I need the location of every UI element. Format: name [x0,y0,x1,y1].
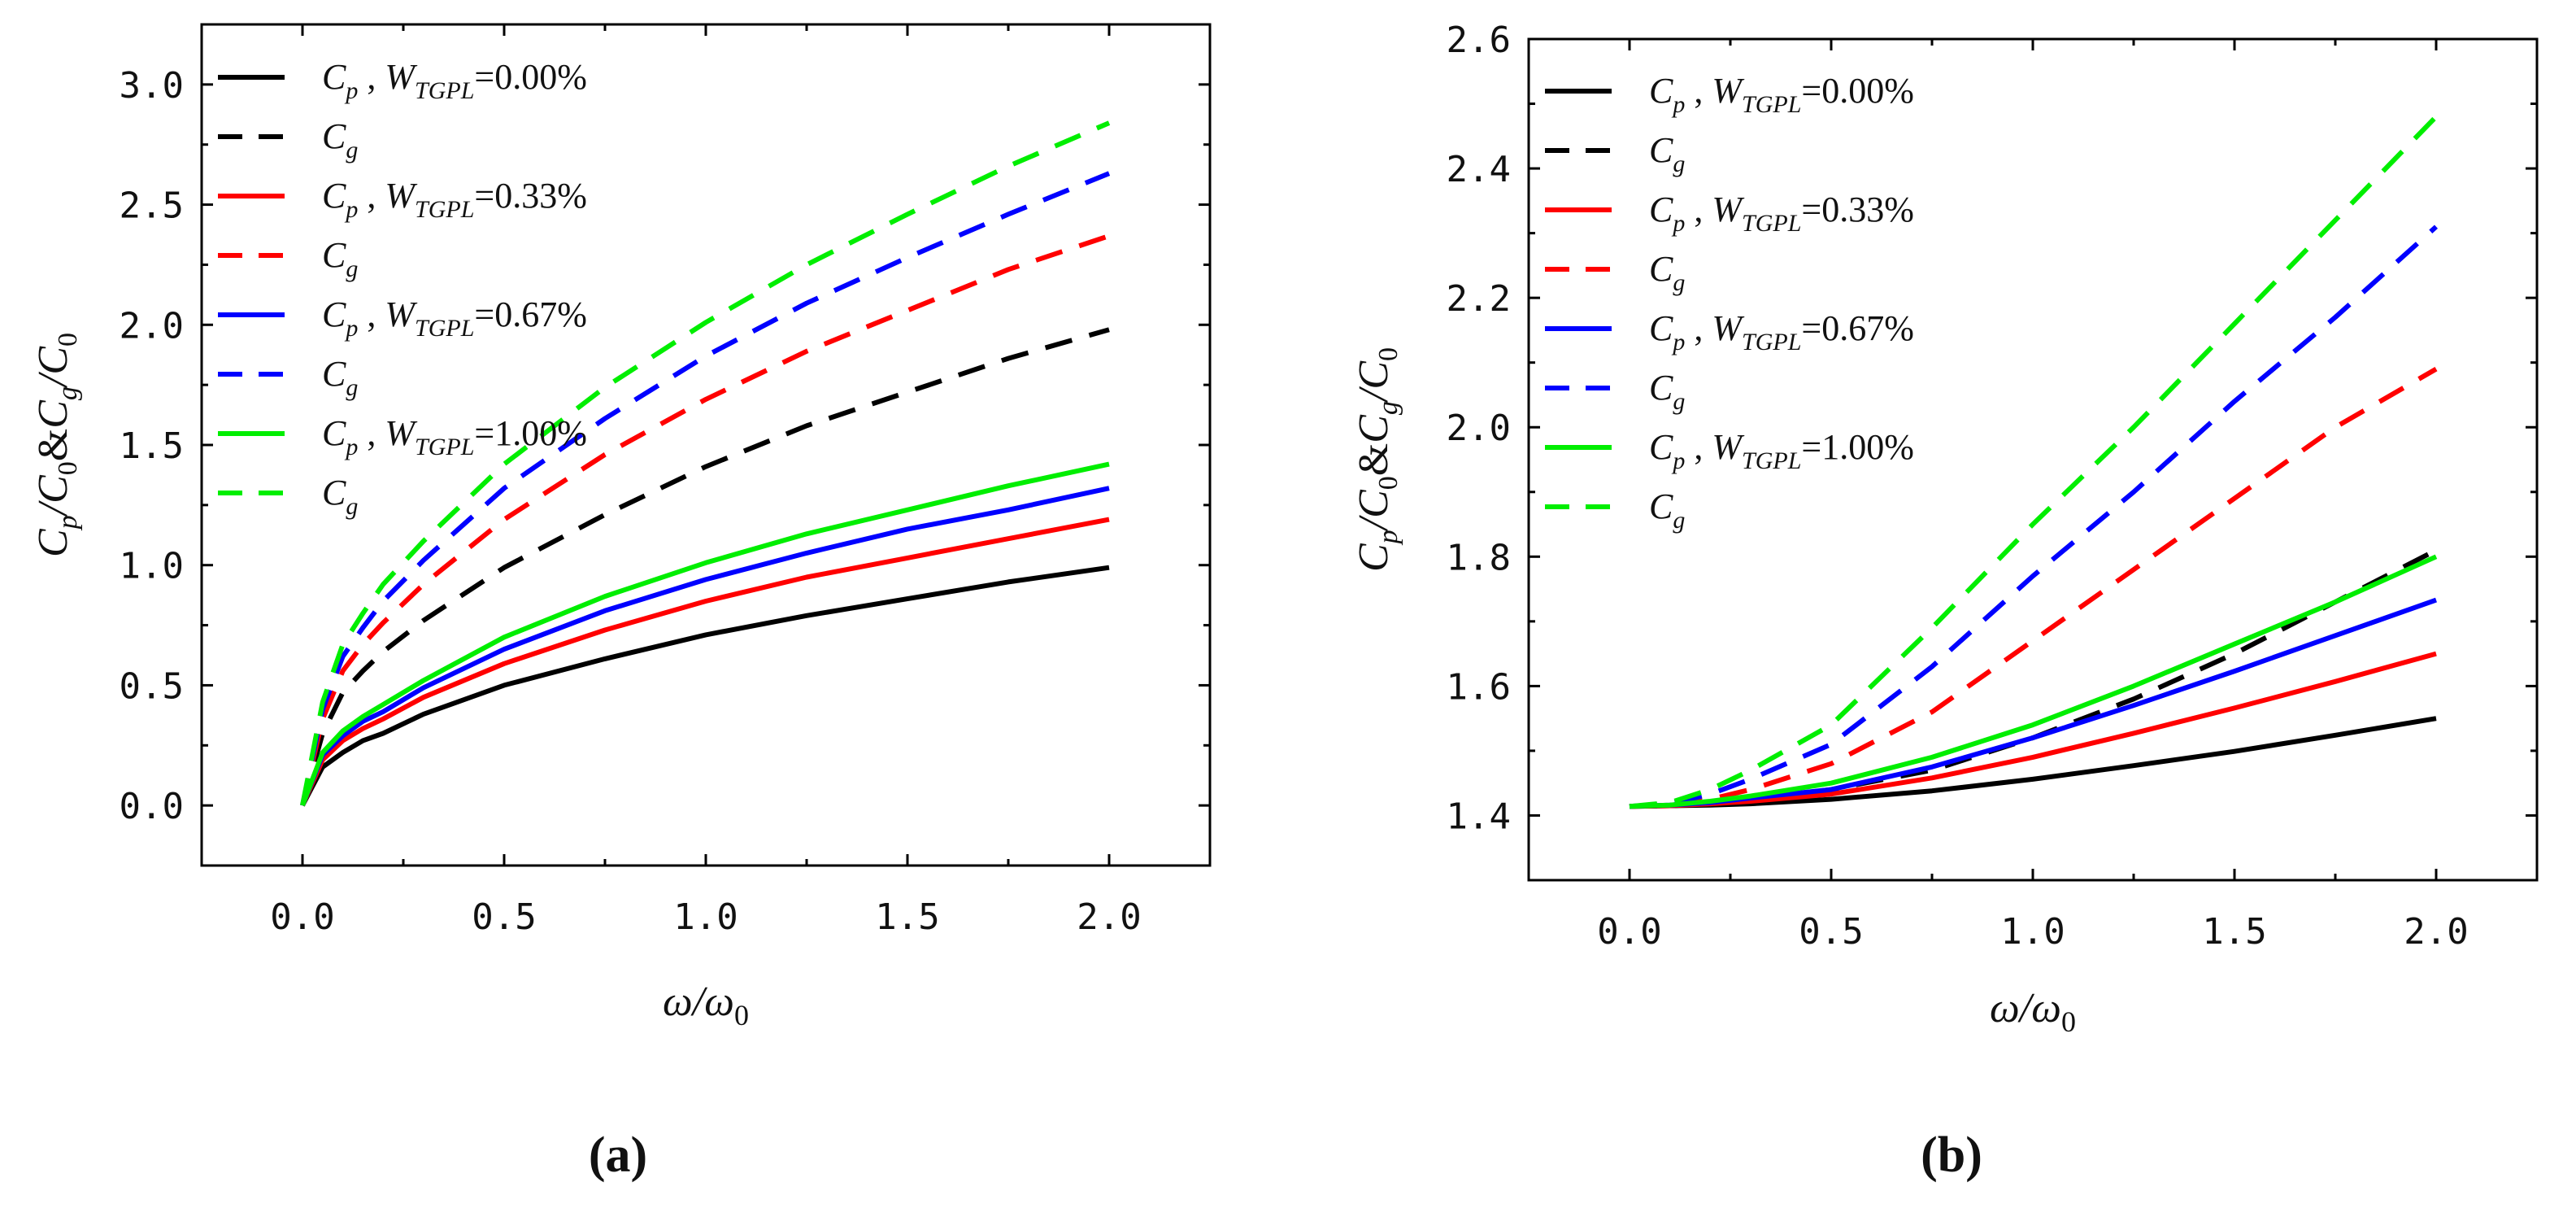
panel-a-legend-label: Cp , WTGPL=0.33% [322,176,587,223]
panel-b-legend-label: Cg [1649,368,1685,415]
panel-a-legend-entry: Cg [218,116,358,164]
panel-a-ytick-label: 0.5 [120,665,184,707]
panel-a: 0.0 0.5 1.0 1.5 2.0 0.0 0.5 1.0 1.5 2.0 2.5 3.0 Cp … [30,23,1212,1183]
panel-b-legend-label: Cp , WTGPL=0.33% [1649,190,1914,237]
panel-b-legend-label: Cg [1649,486,1685,534]
panel-b-legend-entry: Cg [1545,249,1685,296]
panel-a-ylabel: Cp/C0&Cg/C0 [30,333,83,557]
panel-a-legend-label: Cp , WTGPL=0.67% [322,294,587,342]
panel-a-series-4-cp-line [300,486,1110,807]
panel-a-series-7-cg-line [300,120,1111,806]
panel-a-xtick-label: 1.0 [673,896,738,938]
panel-b-legend-entry: Cp , WTGPL=0.67% [1545,308,1914,355]
panel-a-legend-entry: Cg [218,354,358,401]
panel-b-ytick-label: 2.4 [1447,149,1511,190]
panel-b-legend-entry: Cp , WTGPL=1.00% [1545,427,1914,474]
panel-b-legend-entry: Cp , WTGPL=0.00% [1545,71,1914,118]
panel-a-legend-label: Cg [322,354,358,401]
panel-b-legend-entry: Cp , WTGPL=0.33% [1545,190,1914,237]
panel-b-legend-label: Cp , WTGPL=1.00% [1649,427,1914,474]
panel-a-series-0-cp-line [300,565,1110,807]
panel-a-xtick-label: 0.5 [472,896,536,938]
panel-a-xtick-label: 1.5 [875,896,939,938]
panel-a-series-5-cg-line [300,171,1111,806]
panel-a-legend-entry: Cg [218,473,358,520]
panel-a-ytick-label: 1.5 [120,425,184,467]
panel-a-xlabel: ω/ω0 [663,979,749,1031]
panel-b-ylabel: Cp/C0&Cg/C0 [1351,347,1403,572]
panel-b-ytick-label: 2.0 [1447,408,1511,449]
panel-b-series-1-cg-line [1629,547,2438,809]
panel-b-series-5-cg-line [1629,225,2439,809]
panel-b-legend-entry: Cg [1545,368,1685,415]
panel-a-legend-label: Cg [322,235,358,282]
panel-b-ytick-label: 1.8 [1447,537,1511,578]
panel-b-ytick-label: 1.4 [1447,796,1511,837]
panel-b-xtick-label: 0.5 [1799,911,1863,953]
panel-a-xtick-label: 0.0 [270,896,334,938]
panel-a-series-3-cg-line [300,233,1110,806]
panel-b-xtick-label: 1.0 [2000,911,2065,953]
panel-b-xtick-label: 0.0 [1597,911,1661,953]
panel-b-series-6-cp-line [1629,554,2438,809]
panel-b-series-4-cp-line [1629,597,2437,809]
panel-a-legend-entry: Cp , WTGPL=0.33% [218,176,587,223]
panel-a-series-2-cp-line [300,517,1110,807]
panel-b-legend-label: Cp , WTGPL=0.00% [1649,71,1914,118]
panel-b-ytick-label: 2.6 [1447,20,1511,61]
panel-b-xlabel: ω/ω0 [1990,985,2076,1038]
panel-a-ytick-label: 3.0 [120,65,184,107]
panel-a-label: (a) [589,1127,647,1183]
panel-b-xtick-label: 1.5 [2202,911,2266,953]
panel-b: 0.0 0.5 1.0 1.5 2.0 1.4 1.6 1.8 2.0 2.2 2.4 2.6 Cp … [1351,20,2539,1183]
panel-a-legend-entry: Cp , WTGPL=0.00% [218,57,587,104]
panel-b-legend-entry: Cg [1545,130,1685,177]
panel-a-legend-entry: Cp , WTGPL=1.00% [218,413,587,460]
panel-a-legend-label: Cp , WTGPL=1.00% [322,413,587,460]
panel-a-legend-entry: Cg [218,235,358,282]
panel-a-legend-entry: Cp , WTGPL=0.67% [218,294,587,342]
panel-a-series-6-cp-line [300,461,1110,807]
panel-b-legend-label: Cp , WTGPL=0.67% [1649,308,1914,355]
panel-b-xtick-label: 2.0 [2404,911,2468,953]
panel-b-series-0-cp-line [1629,716,2437,809]
panel-a-ytick-label: 1.0 [120,546,184,587]
panel-b-series-2-cp-line [1629,651,2437,809]
panel-b-ytick-label: 2.2 [1447,278,1511,320]
panel-b-legend-label: Cg [1649,249,1685,296]
panel-b-ytick-label: 1.6 [1447,666,1511,708]
panel-a-series-1-cg-line [300,327,1110,806]
panel-b-series-7-cg-line [1629,115,2439,809]
panel-a-legend-label: Cg [322,473,358,520]
panel-b-legend-entry: Cg [1545,486,1685,534]
panel-a-ytick-label: 2.5 [120,185,184,227]
panel-b-label: (b) [1921,1127,1982,1183]
panel-a-ytick-label: 0.0 [120,786,184,827]
panel-a-legend-label: Cg [322,116,358,164]
panel-b-legend-label: Cg [1649,130,1685,177]
panel-a-xtick-label: 2.0 [1077,896,1141,938]
panel-a-legend-label: Cp , WTGPL=0.00% [322,57,587,104]
panel-a-ytick-label: 2.0 [120,305,184,347]
